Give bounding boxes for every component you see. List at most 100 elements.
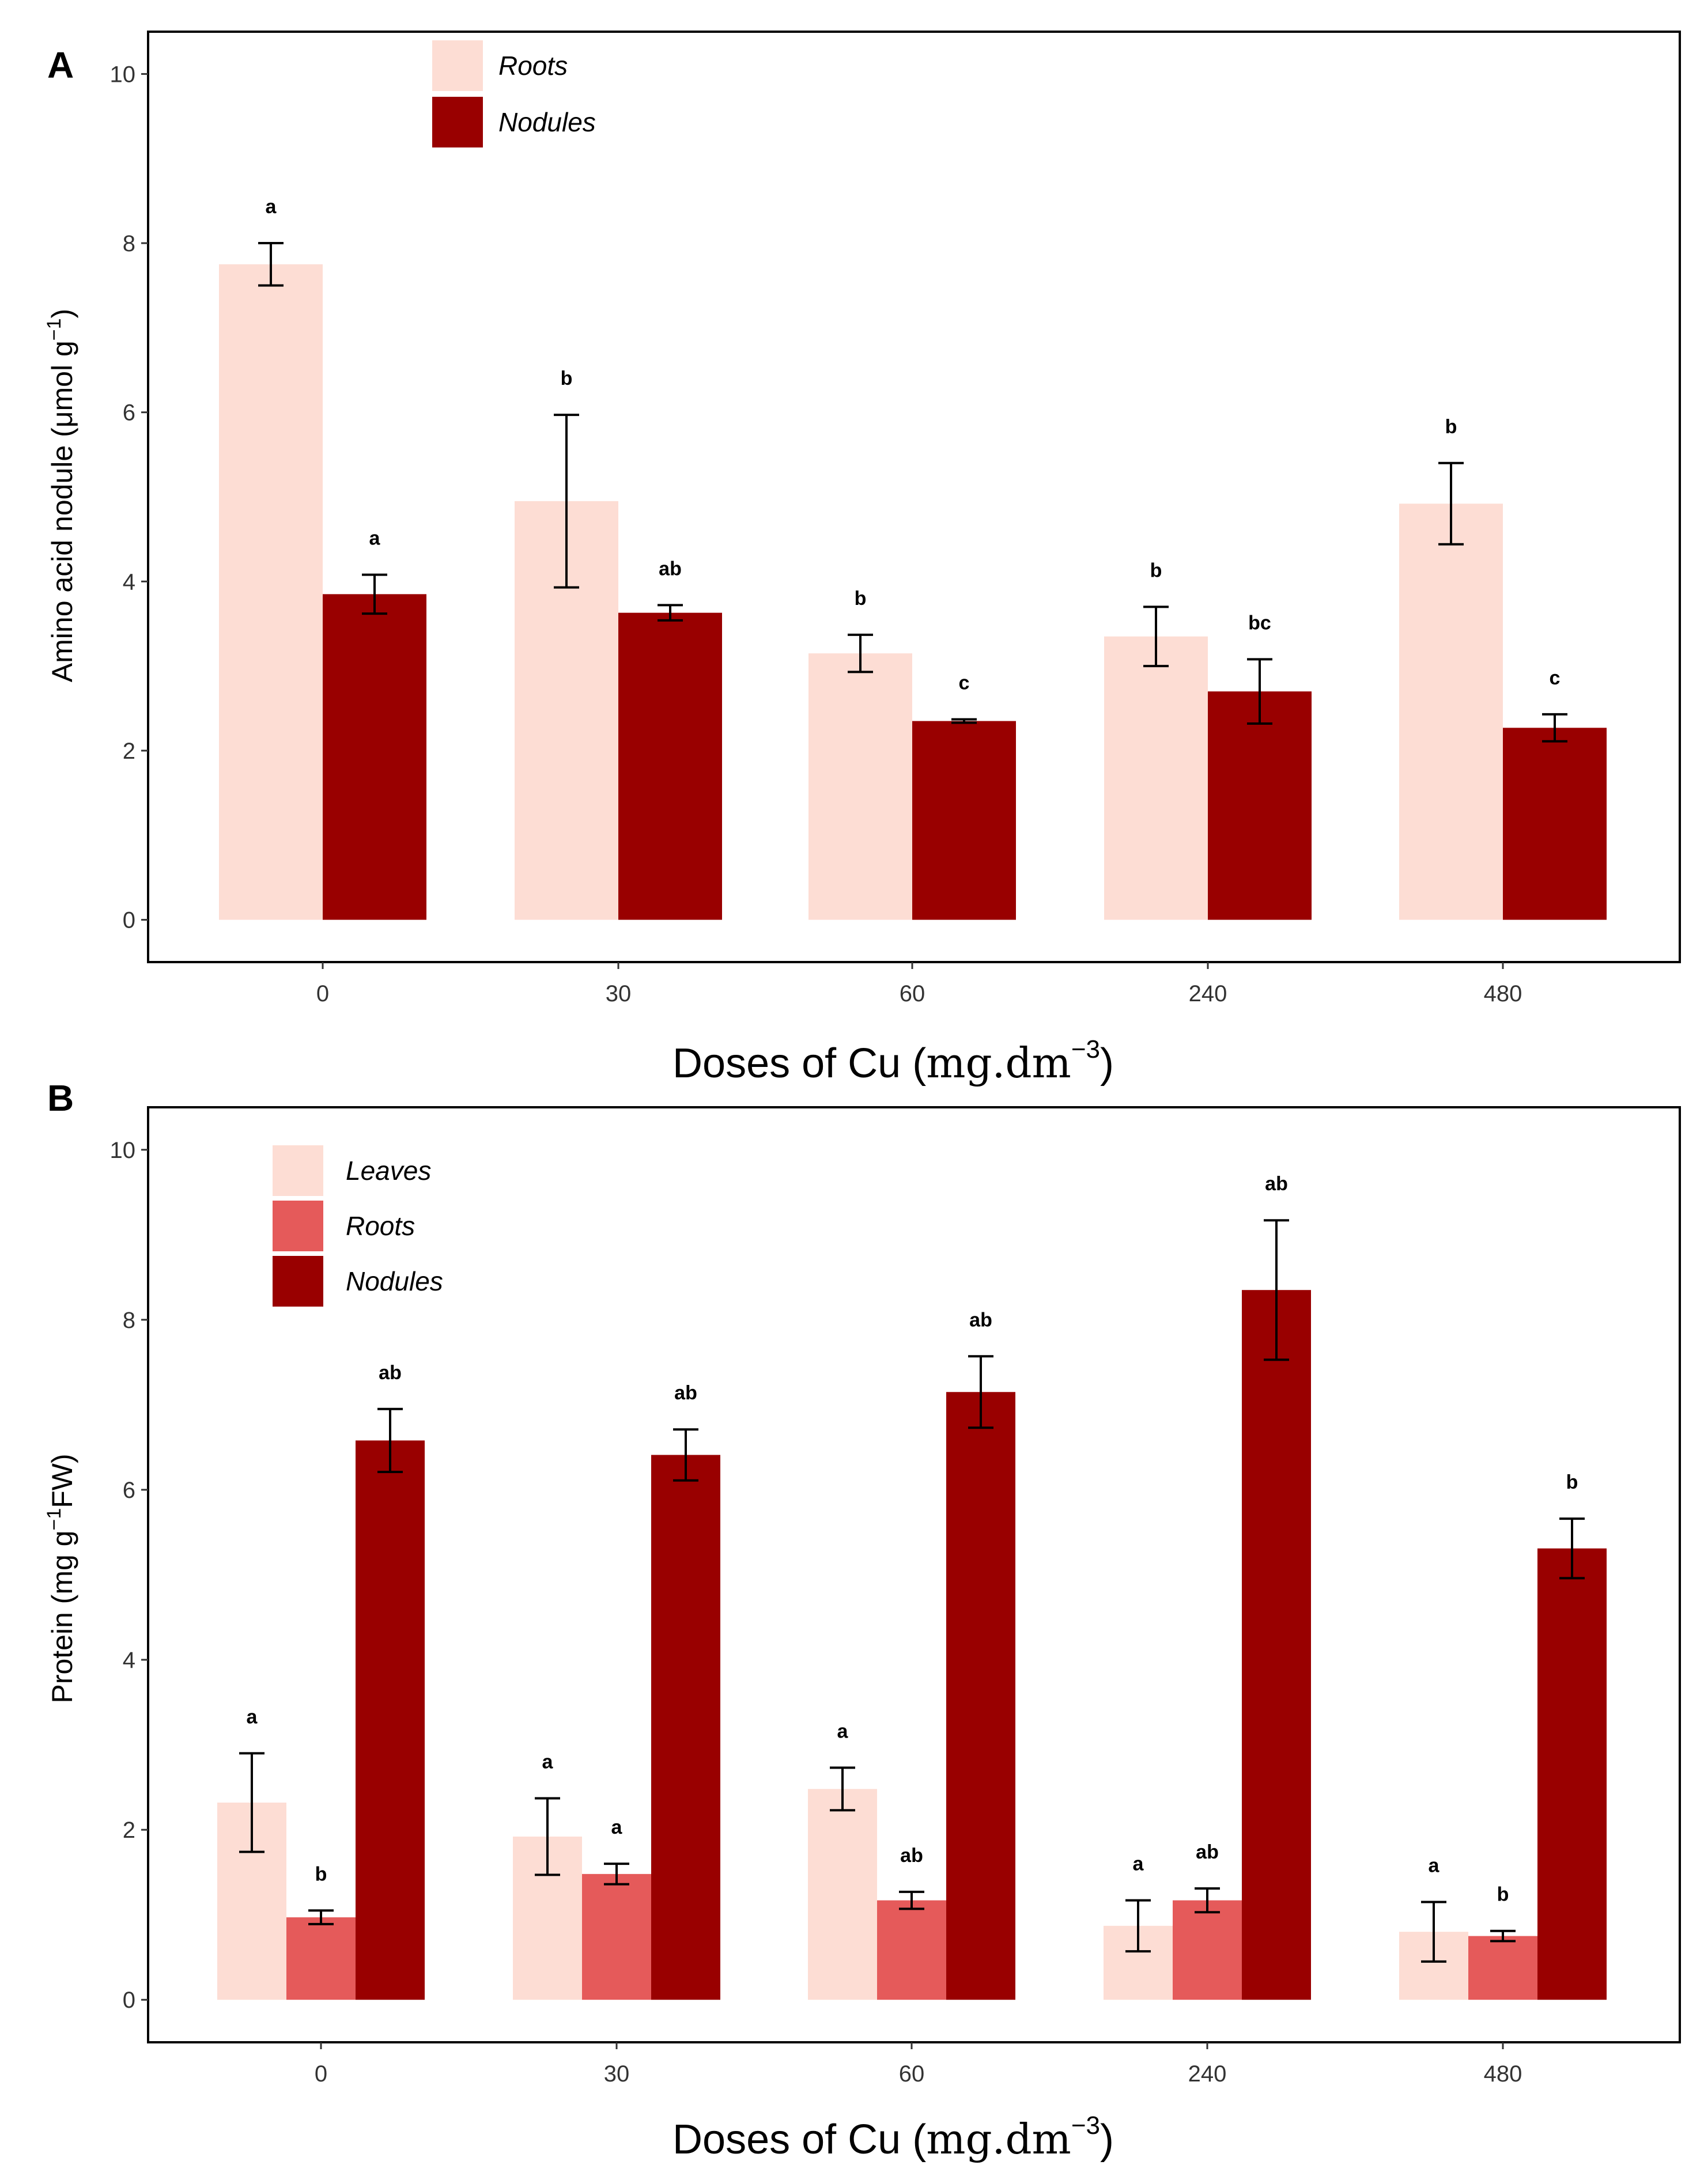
panel-b-ylabel-sup: −1 [43, 1508, 65, 1531]
panel-b-xlabel-main: Doses of Cu ( [672, 2117, 926, 2163]
panel-a-significance-letter: ab [659, 558, 682, 580]
panel-b-error-bar [308, 1909, 334, 1925]
panel-b-axes: 0 2 4 6 8 10 0 30 60 240 480 [110, 1138, 1522, 2087]
panel-a-significance-letter: bc [1248, 612, 1271, 634]
panel-a-error-bar [1247, 658, 1272, 725]
panel-a-bar-roots [1104, 636, 1208, 920]
panel-b-y-tick-label: 8 [123, 1308, 135, 1333]
legend-swatch-roots [273, 1201, 323, 1251]
panel-b-bar-nodules [356, 1440, 425, 2000]
panel-b-error-bar [1559, 1517, 1585, 1580]
panel-b-significance-letter: ab [900, 1845, 923, 1867]
panel-a-error-bar [554, 414, 579, 589]
panel-a-y-tick-label: 8 [123, 231, 135, 256]
legend-label-leaves: Leaves [346, 1156, 431, 1186]
legend-swatch-leaves [273, 1145, 323, 1196]
panel-b-error-bar [535, 1797, 560, 1876]
panel-a-y-tick-label: 0 [123, 908, 135, 933]
panel-a-bar-roots [808, 653, 912, 920]
panel-b-error-bar [1490, 1929, 1516, 1943]
panel-b-significance-letter: a [611, 1816, 623, 1838]
panel-b-significance-letter: b [315, 1863, 327, 1885]
panel-a-y-tick-label: 10 [110, 62, 136, 87]
panel-a-frame [147, 31, 1681, 963]
panel-b-label: B [47, 1077, 74, 1119]
panel-a-xlabel-close: ) [1100, 1040, 1114, 1087]
panel-a-y-tick-label: 2 [123, 739, 135, 764]
panel-b-y-axis-title: Protein (mg g−1FW) [43, 1454, 78, 1703]
panel-b-significance-letter: a [247, 1706, 258, 1728]
panel-a-bar-roots [1399, 504, 1503, 920]
panel-a-label: A [47, 44, 74, 86]
panel-b-xlabel-unit: mg.dm [926, 2115, 1071, 2163]
panel-b-error-bar [604, 1863, 629, 1886]
panel-a-ylabel-close: ) [46, 309, 78, 319]
panel-a-significance-letter: b [1150, 559, 1162, 581]
panel-b-bar-nodules [651, 1455, 720, 2000]
panel-b-error-bar [239, 1752, 265, 1853]
panel-a-bar-nodules [912, 721, 1016, 920]
panel-a-xlabel-unit: mg.dm [926, 1039, 1071, 1087]
panel-b-significance-letter: ab [1265, 1173, 1288, 1195]
panel-a-bar-nodules [323, 594, 426, 920]
panel-a-x-tick-label: 30 [606, 981, 632, 1006]
panel-a-x-axis-title: Doses of Cu (mg.dm−3) [672, 1035, 1114, 1087]
panel-b-significance-letter: ab [674, 1382, 697, 1404]
panel-a-significance-letter: b [561, 368, 573, 389]
panel-a-significance-letter: b [1445, 416, 1457, 438]
panel-b-y-tick-label: 2 [123, 1818, 135, 1843]
panel-a-x-tick-label: 240 [1189, 981, 1227, 1006]
panel-b-x-tick-label: 240 [1188, 2061, 1227, 2087]
panel-a-x-tick-label: 0 [316, 981, 329, 1006]
panel-b-significance-letter: a [542, 1751, 554, 1773]
panel-b-y-tick-label: 10 [110, 1138, 136, 1163]
legend-label-nodules: Nodules [346, 1266, 443, 1296]
panel-a-error-bar [1542, 713, 1567, 743]
panel-b-bar-nodules [1537, 1548, 1607, 2000]
panel-b-x-tick-label: 480 [1484, 2061, 1522, 2087]
panel-b-bar-roots [582, 1873, 651, 2000]
panel-a-significance-letter: c [1550, 667, 1561, 689]
panel-b-error-bar [1195, 1887, 1220, 1914]
panel-b-bar-roots [1173, 1900, 1242, 2000]
panel-a-error-bar [1438, 461, 1464, 546]
panel-a-error-bar [951, 718, 977, 724]
panel-b-significance-letter: a [837, 1720, 849, 1742]
panel-a-x-tick-label: 480 [1484, 981, 1522, 1006]
panel-b-bar-nodules [1242, 1290, 1311, 2000]
panel-b-significance-letter: b [1497, 1884, 1509, 1906]
panel-a-error-bar [848, 633, 873, 673]
panel-b-ylabel-close: FW) [46, 1454, 78, 1508]
panel-a-legend: Roots Nodules [432, 40, 596, 147]
panel-a-significance-letter: a [266, 196, 277, 218]
panel-b-bar-leaves [808, 1789, 877, 2000]
legend-swatch-nodules [273, 1256, 323, 1307]
panel-b-significance-letter: a [1429, 1855, 1440, 1877]
panel-a-bar-nodules [618, 612, 722, 920]
panel-b-bar-roots [286, 1917, 356, 2000]
legend-label-roots: Roots [346, 1211, 415, 1241]
panel-a-xlabel-main: Doses of Cu ( [672, 1040, 926, 1087]
panel-a-x-tick-label: 60 [900, 981, 925, 1006]
panel-a-significance-letter: a [369, 528, 381, 550]
panel-b-x-tick-label: 60 [899, 2061, 925, 2087]
panel-b-error-bar [830, 1766, 855, 1812]
panel-a-y-tick-label: 6 [123, 400, 135, 426]
panel-b-legend: Leaves Roots Nodules [273, 1145, 443, 1307]
panel-b-error-bar [899, 1890, 924, 1910]
legend-swatch-nodules [432, 97, 483, 147]
panel-a-ylabel-main: Amino acid nodule (μmol g [46, 340, 78, 682]
panel-b-error-bar [1125, 1899, 1151, 1953]
panel-a-bar-nodules [1503, 728, 1607, 920]
legend-swatch-roots [432, 40, 483, 91]
panel-b-y-tick-label: 4 [123, 1648, 135, 1673]
legend-label-nodules: Nodules [498, 107, 596, 137]
panel-b-xlabel-close: ) [1100, 2117, 1114, 2163]
panel-b-error-bar [1264, 1219, 1289, 1361]
panel-a-error-bar [658, 604, 683, 622]
panel-b-error-bar [968, 1355, 993, 1429]
panel-b-significance-letter: ab [969, 1309, 992, 1331]
